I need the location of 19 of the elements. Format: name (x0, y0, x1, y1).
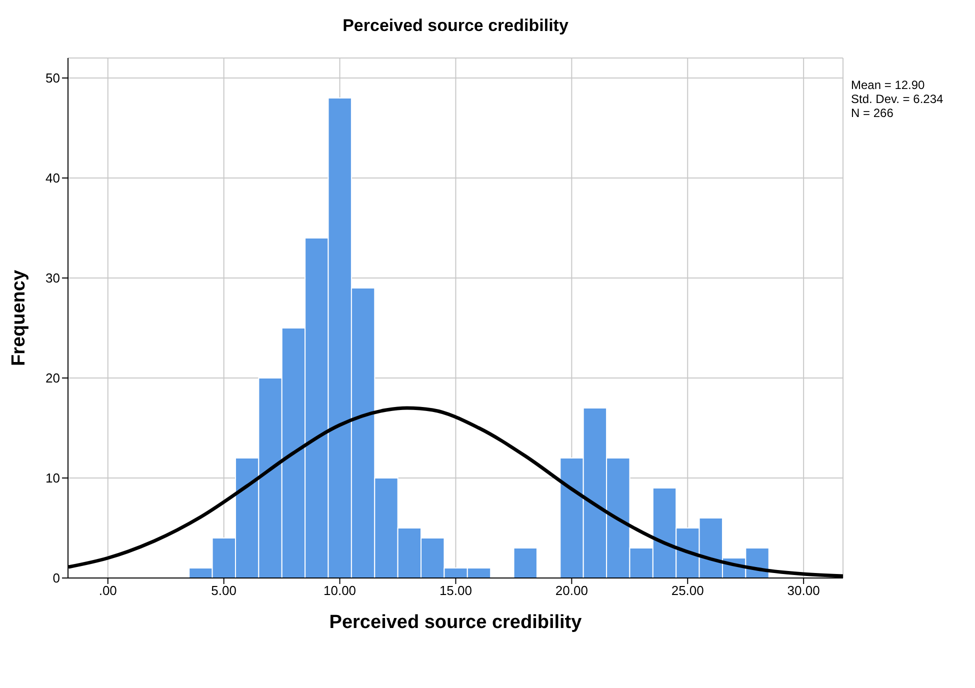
x-tick-label: .00 (98, 583, 117, 598)
x-tick-label: 25.00 (671, 583, 704, 598)
text: Mean = 12.90 (851, 78, 926, 92)
text: Std. Dev. = 6.234 (851, 92, 944, 106)
x-tick-label: 20.00 (555, 583, 588, 598)
y-tick-label: 50 (46, 70, 60, 86)
y-axis-title: Frequency (8, 270, 30, 366)
y-tick-label: 0 (52, 570, 60, 586)
y-tick-label: 20 (46, 370, 60, 386)
y-tick-label: 30 (46, 270, 60, 286)
x-tick-label: 15.00 (439, 583, 472, 598)
x-tick-label: 5.00 (211, 583, 236, 598)
y-tick-label: 40 (46, 170, 60, 186)
chart-title: Perceived source credibility (342, 16, 570, 36)
y-tick-label: 10 (46, 470, 60, 486)
x-tick-label: 30.00 (787, 583, 820, 598)
text: N = 266 (851, 106, 894, 120)
x-axis-title: Perceived source credibility (329, 612, 582, 633)
x-tick-label: 10.00 (324, 583, 356, 598)
